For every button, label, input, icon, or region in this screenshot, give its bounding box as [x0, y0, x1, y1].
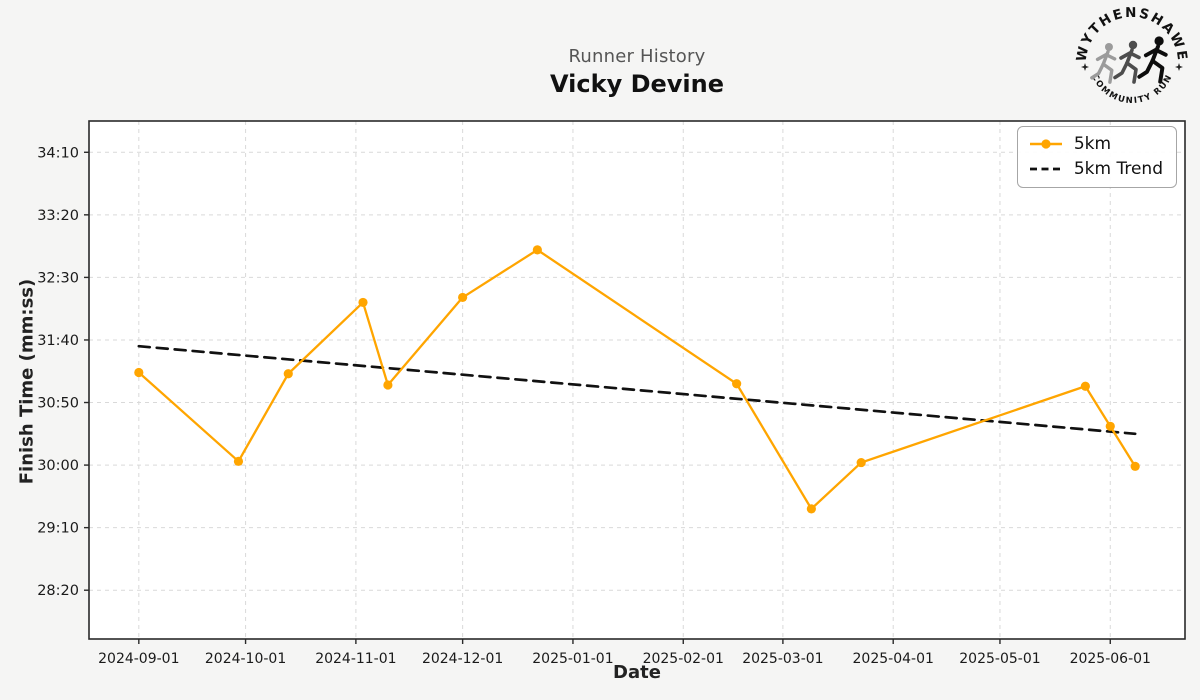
- logo-star-right-icon: [1175, 63, 1183, 71]
- x-tick-label: 2024-10-01: [205, 651, 286, 667]
- x-tick-label: 2024-09-01: [98, 651, 179, 667]
- data-point-marker: [1105, 421, 1115, 431]
- y-tick-label: 33:20: [37, 208, 79, 224]
- legend-label-5km: 5km: [1073, 134, 1112, 154]
- x-tick-label: 2025-01-01: [532, 651, 613, 667]
- legend-swatch-line-icon: [1029, 139, 1062, 149]
- runner-silhouette-black-icon: [1137, 34, 1168, 84]
- y-tick-label: 30:00: [37, 458, 79, 474]
- x-axis-label: Date: [613, 662, 661, 683]
- x-tick-label: 2024-12-01: [422, 651, 503, 667]
- y-tick-label: 34:10: [37, 145, 79, 161]
- data-point-marker: [358, 297, 368, 308]
- y-tick-label: 32:30: [37, 270, 79, 286]
- y-tick-label: 30:50: [37, 396, 79, 412]
- data-point-marker: [806, 504, 816, 514]
- series-line-5km-trend: [137, 344, 1137, 436]
- runner-silhouette-gray-icon: [1090, 41, 1117, 84]
- wythenshawe-community-run-logo: WYTHENSHAWE COMMUNITY RUN: [1074, 6, 1188, 106]
- data-point-marker: [458, 292, 468, 303]
- data-point-marker: [283, 369, 293, 379]
- data-point-marker: [532, 245, 542, 255]
- x-tick-label: 2025-04-01: [853, 651, 934, 667]
- runner-silhouette-darkgray-icon: [1113, 38, 1141, 84]
- data-point-marker: [1130, 461, 1140, 471]
- x-tick-label: 2025-02-01: [643, 651, 724, 667]
- data-point-marker: [1080, 381, 1090, 391]
- y-axis-label: Finish Time (mm:ss): [16, 278, 38, 485]
- legend-label-5km-trend: 5km Trend: [1073, 159, 1163, 179]
- x-tick-label: 2025-05-01: [959, 651, 1040, 667]
- legend: 5km 5km Trend: [1016, 126, 1177, 188]
- data-point-marker: [233, 456, 244, 466]
- legend-item-5km-trend: 5km Trend: [1027, 159, 1163, 179]
- data-point-marker: [134, 367, 144, 378]
- logo-star-left-icon: [1081, 63, 1089, 71]
- data-point-marker: [732, 379, 742, 389]
- legend-item-5km: 5km: [1027, 134, 1163, 154]
- data-point-marker: [383, 380, 393, 390]
- axes-frame: [88, 120, 1186, 640]
- y-tick-label: 29:10: [37, 521, 79, 537]
- data-point-marker: [856, 457, 866, 468]
- plot-area: [89, 121, 1185, 639]
- chart-subtitle: Runner History: [568, 46, 706, 67]
- x-tick-label: 2024-11-01: [315, 651, 396, 667]
- y-tick-label: 28:20: [37, 583, 79, 599]
- legend-swatch-dashed-line-icon: [1029, 167, 1062, 171]
- page-title: Vicky Devine: [550, 70, 724, 98]
- x-tick-label: 2025-06-01: [1070, 651, 1151, 667]
- x-tick-label: 2025-03-01: [742, 651, 823, 667]
- y-tick-label: 31:40: [37, 333, 79, 349]
